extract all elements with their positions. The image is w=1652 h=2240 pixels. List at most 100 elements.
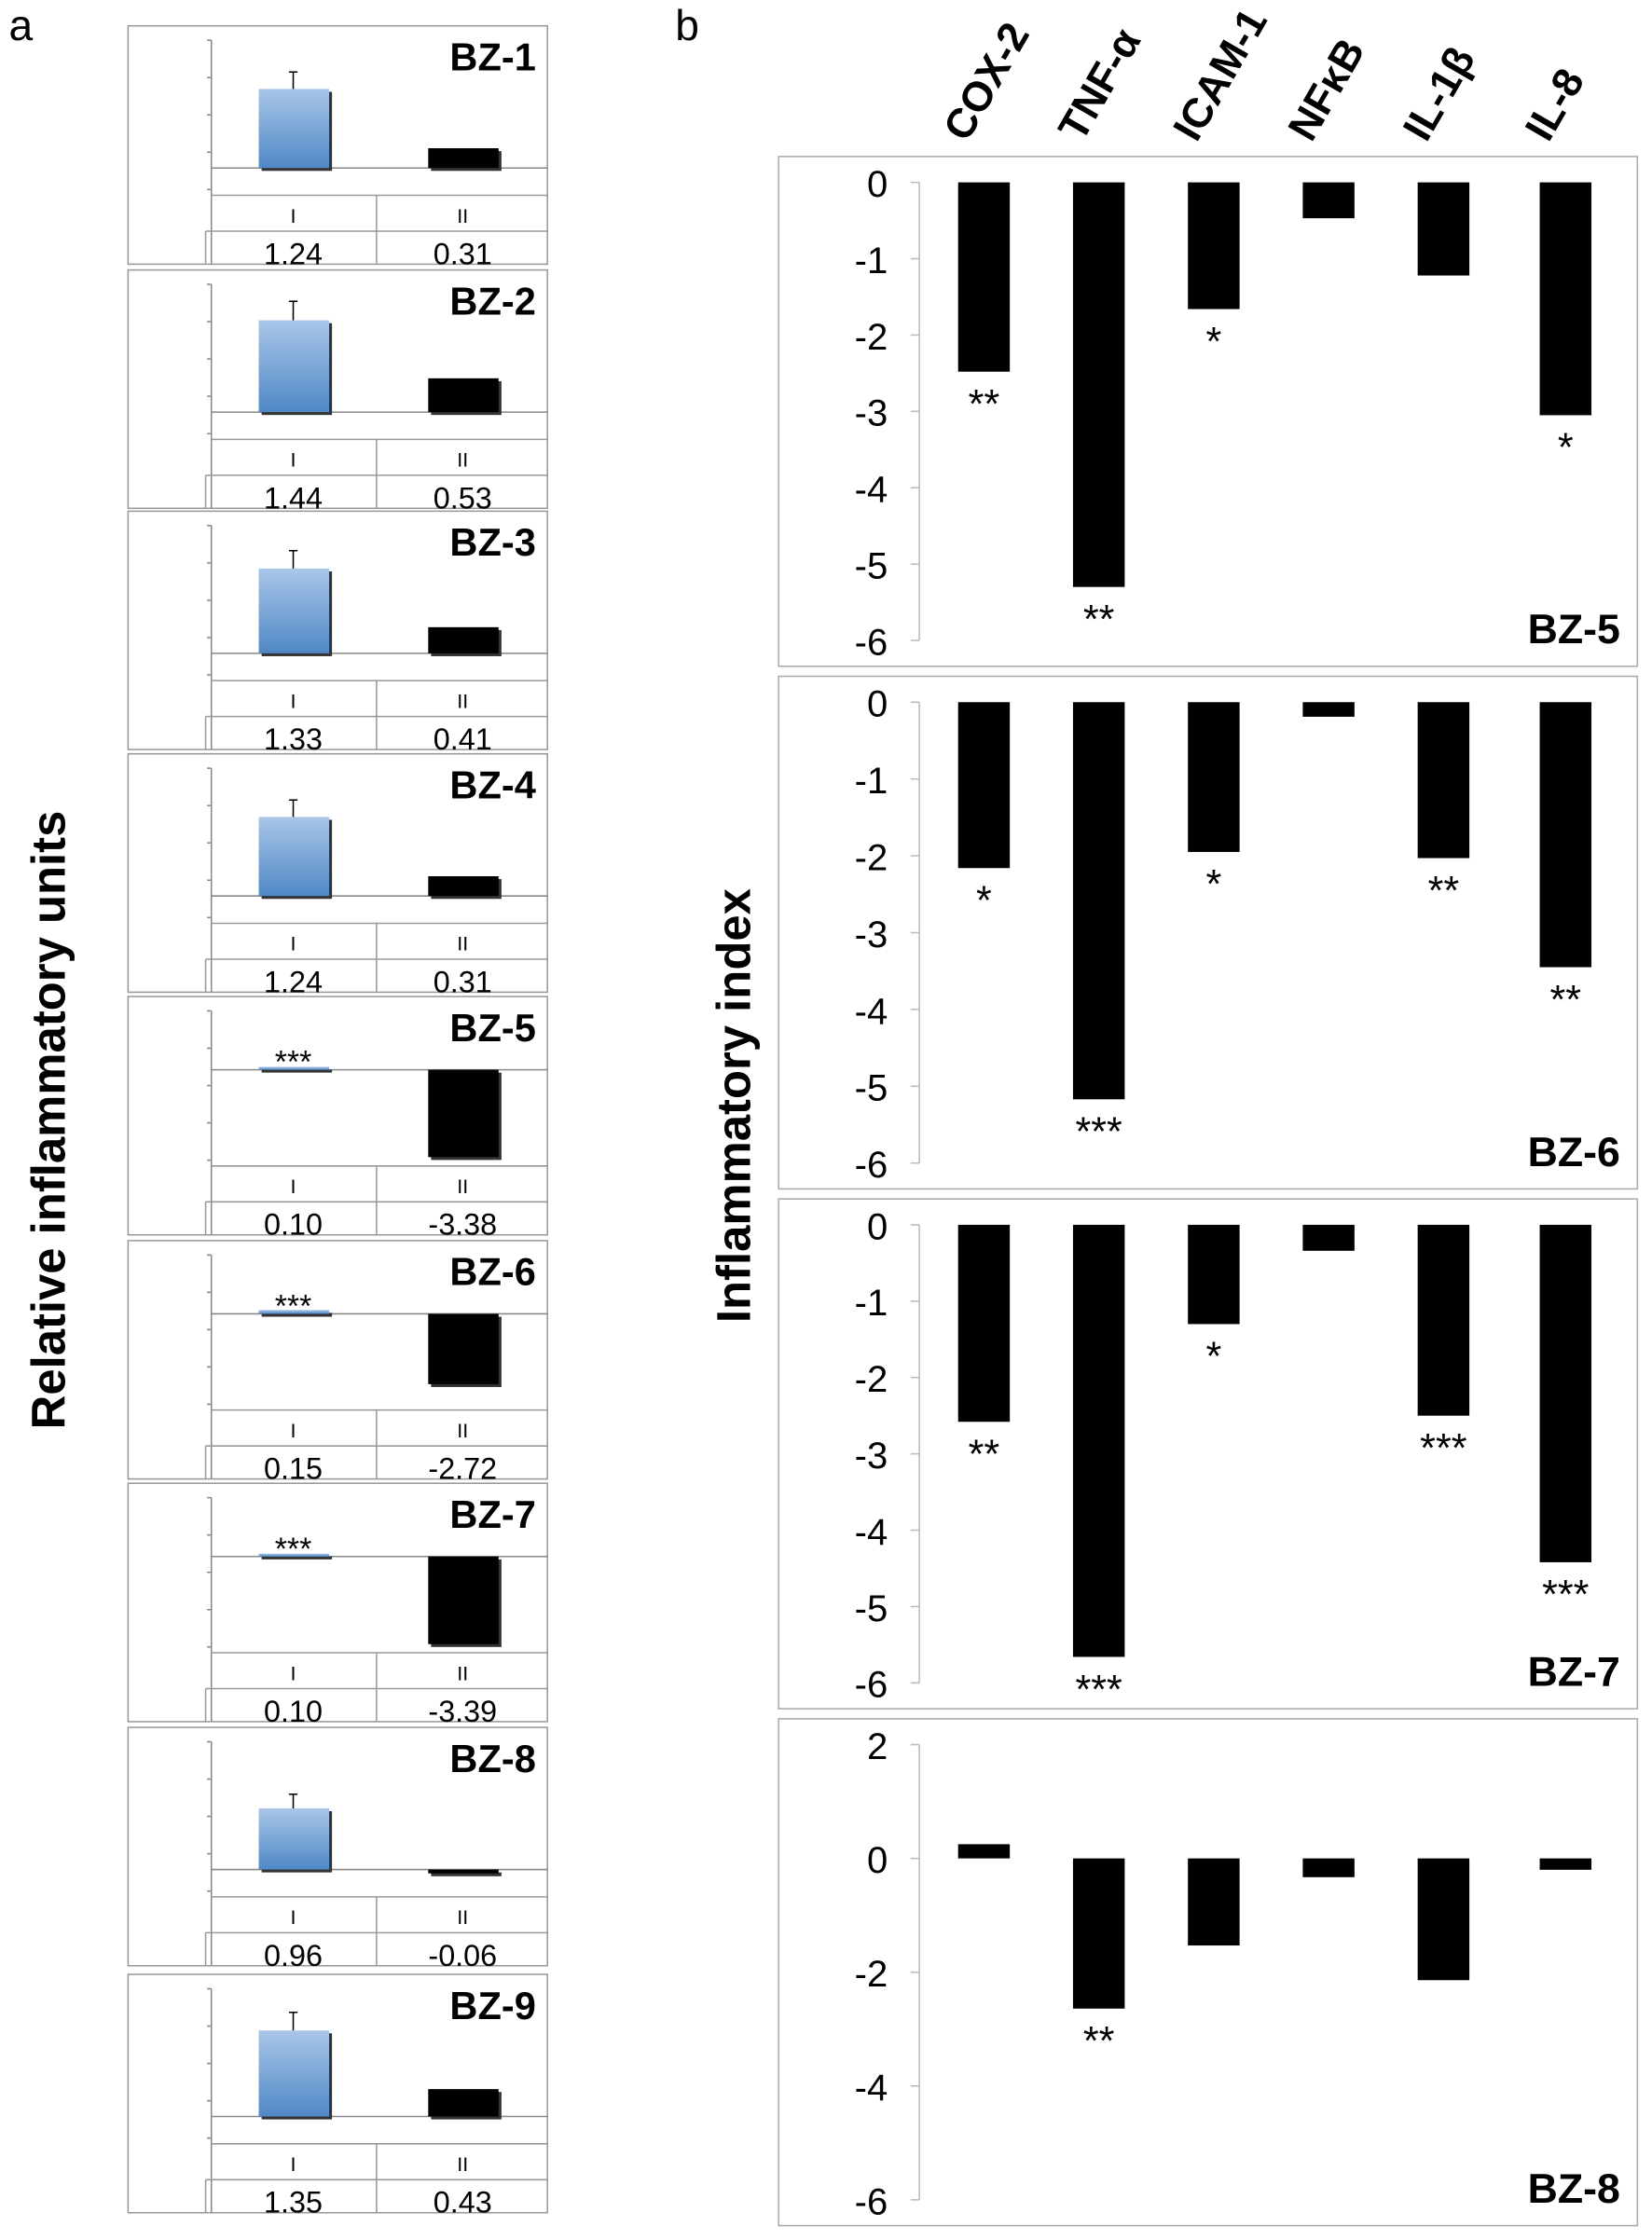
chart-title: BZ-1 — [449, 34, 535, 78]
value-label: 0.10 — [264, 1695, 323, 1728]
bar-I — [258, 1807, 330, 1870]
bar-chart-bz-7: 0-1-2-3-4-5-6************BZ-7 — [778, 1198, 1639, 1712]
y-tick-label: 0 — [867, 164, 888, 205]
value-label: -0.06 — [428, 1939, 497, 1972]
small-chart-bz-5: I 0.10 II -3.38 *** BZ-5 — [127, 996, 548, 1242]
bar-I — [258, 1310, 330, 1314]
bar-2 — [1188, 1224, 1240, 1325]
category-label: I — [291, 204, 296, 227]
category-label: NFκB — [1280, 31, 1374, 148]
value-label: -3.38 — [428, 1208, 497, 1242]
significance-label: *** — [275, 1532, 312, 1567]
panel-b-ylabel: Inflammatory index — [707, 888, 760, 1323]
y-tick-label: -4 — [855, 2068, 888, 2109]
chart-frame — [127, 24, 548, 266]
chart-title: BZ-5 — [1528, 607, 1620, 653]
bar-shadow — [261, 1069, 333, 1073]
bar-II — [428, 1069, 499, 1158]
panel-a-ylabel: Relative inflammatory units — [22, 811, 76, 1430]
bar-0 — [957, 182, 1011, 372]
y-tick-label: -4 — [855, 470, 888, 511]
chart-title: BZ-4 — [449, 763, 535, 806]
bar-I — [258, 1553, 330, 1557]
bar-II — [428, 148, 499, 169]
significance-label: ** — [1550, 978, 1582, 1023]
bar-shadow — [261, 1556, 333, 1560]
y-tick-label: -6 — [855, 1145, 888, 1186]
category-label: II — [457, 2152, 468, 2176]
category-label: I — [291, 1175, 296, 1198]
bar-I — [258, 568, 330, 653]
value-label: -3.39 — [428, 1695, 497, 1728]
y-tick-label: -2 — [855, 1359, 888, 1400]
bar-5 — [1539, 182, 1592, 416]
bar-II — [428, 2089, 499, 2117]
y-tick-label: -1 — [855, 1283, 888, 1324]
y-tick-label: 0 — [867, 684, 888, 725]
chart-title: BZ-9 — [449, 1984, 535, 2027]
value-label: 1.33 — [264, 722, 323, 756]
category-label: COX-2 — [935, 15, 1039, 148]
panel-label-a: a — [9, 1, 34, 49]
bar-2 — [1188, 702, 1240, 852]
bar-I — [258, 89, 330, 169]
chart-frame — [127, 1726, 548, 1967]
bar-4 — [1417, 702, 1470, 859]
small-chart-bz-8: I 0.96 II -0.06 BZ-8 — [127, 1726, 548, 1972]
bar-I — [258, 320, 330, 413]
bar-4 — [1417, 1224, 1470, 1416]
category-label: I — [291, 1905, 296, 1929]
bar-0 — [957, 1844, 1011, 1859]
y-tick-label: -1 — [855, 761, 888, 802]
category-label: I — [291, 932, 296, 955]
bar-II — [428, 626, 499, 653]
bar-chart-bz-8: 2 0 -2 -4 -6 ** BZ-8 — [778, 1718, 1639, 2227]
y-tick-label: -5 — [855, 1588, 888, 1629]
value-label: 0.41 — [434, 722, 492, 756]
panel-b: COX-2 TNF-α ICAM-1 NFκB IL-1β IL-8 0 -1 -2 -3 -4 -5… — [778, 1, 1639, 2227]
y-tick-label: -6 — [855, 2181, 888, 2222]
bar-chart-bz-6: 0-1-2-3-4-5-6***** ****BZ-6 — [778, 675, 1639, 1190]
category-label: II — [457, 689, 468, 712]
chart-title: BZ-8 — [449, 1737, 535, 1780]
significance-label: ** — [1428, 869, 1460, 914]
category-label: IL-8 — [1517, 62, 1593, 148]
bar-II — [428, 1313, 499, 1384]
bar-I — [258, 2030, 330, 2117]
y-tick-label: -5 — [855, 1068, 888, 1109]
significance-label: *** — [1075, 1110, 1122, 1155]
y-tick-label: -2 — [855, 317, 888, 358]
y-tick-label: -3 — [855, 393, 888, 434]
chart-title: BZ-6 — [449, 1250, 535, 1294]
significance-label: *** — [1075, 1668, 1122, 1712]
y-tick-label: -2 — [855, 1954, 888, 1995]
category-label: I — [291, 2152, 296, 2176]
chart-title: BZ-8 — [1528, 2166, 1620, 2212]
bar-3 — [1302, 1858, 1355, 1877]
significance-label: *** — [275, 1045, 312, 1080]
small-chart-bz-2: I 1.44 II 0.53 BZ-2 — [127, 268, 548, 515]
bar-5 — [1539, 1858, 1592, 1870]
y-tick-label: -6 — [855, 622, 888, 663]
bar-chart-bz-5: 0-1-2-3-4-5-6******BZ-5 — [778, 156, 1639, 667]
value-label: 0.53 — [434, 481, 492, 515]
y-tick-label: -3 — [855, 914, 888, 955]
significance-label: * — [1558, 426, 1574, 471]
y-tick-label: 0 — [867, 1840, 888, 1881]
bar-shadow — [431, 1872, 502, 1876]
chart-frame — [778, 1718, 1639, 2227]
bar-5 — [1539, 1224, 1592, 1562]
y-tick-label: -4 — [855, 1512, 888, 1553]
category-label: I — [291, 689, 296, 712]
bar-3 — [1302, 702, 1355, 717]
chart-frame — [127, 1482, 548, 1723]
value-label: 0.10 — [264, 1208, 323, 1242]
bar-0 — [957, 1224, 1011, 1422]
small-chart-bz-1: I 1.24 II 0.31 BZ-1 — [127, 24, 548, 270]
y-tick-label: -2 — [855, 837, 888, 878]
category-label: I — [291, 1661, 296, 1684]
value-label: 0.31 — [434, 965, 492, 998]
y-tick-label: -6 — [855, 1665, 888, 1706]
small-chart-bz-7: I 0.10 II -3.39 *** BZ-7 — [127, 1482, 548, 1728]
